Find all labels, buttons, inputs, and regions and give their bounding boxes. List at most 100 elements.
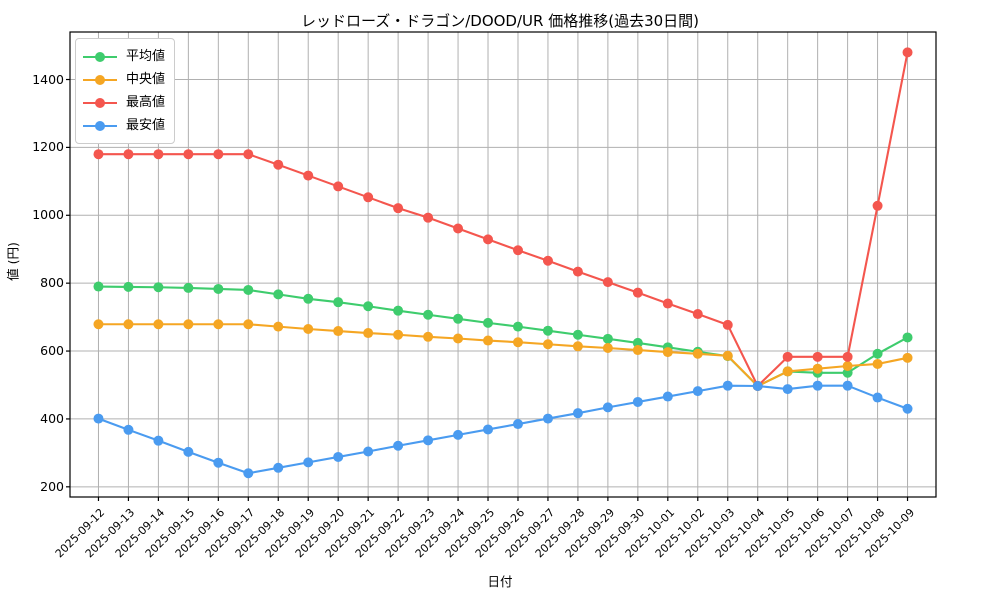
data-point — [632, 345, 643, 356]
data-point — [782, 366, 793, 377]
data-point — [123, 319, 134, 330]
data-point — [123, 424, 134, 435]
data-point — [93, 413, 104, 424]
legend-marker-icon — [83, 51, 117, 63]
data-point — [363, 446, 374, 457]
legend-label: 中央値 — [126, 72, 166, 87]
data-point — [512, 321, 523, 332]
data-point — [662, 298, 673, 309]
data-point — [363, 301, 374, 312]
data-point — [153, 435, 164, 446]
legend-label: 平均値 — [126, 49, 166, 64]
y-tick-label: 200 — [40, 478, 64, 494]
data-point — [453, 429, 464, 440]
data-point — [662, 347, 673, 358]
data-point — [153, 282, 164, 293]
data-point — [872, 392, 883, 403]
data-point — [303, 323, 314, 334]
y-tick-label: 1400 — [32, 71, 64, 87]
data-point — [602, 277, 613, 288]
data-point — [812, 351, 823, 362]
data-point — [243, 468, 254, 479]
data-point — [453, 223, 464, 234]
chart-title: レッドローズ・ドラゴン/DOOD/UR 価格推移(過去30日間) — [300, 12, 700, 30]
data-point — [483, 335, 494, 346]
data-point — [333, 297, 344, 308]
data-point — [542, 255, 553, 266]
data-point — [812, 363, 823, 374]
data-point — [722, 380, 733, 391]
data-point — [512, 419, 523, 430]
data-point — [363, 192, 374, 203]
data-point — [423, 435, 434, 446]
data-point — [902, 332, 913, 343]
data-point — [153, 319, 164, 330]
data-point — [303, 457, 314, 468]
data-point — [782, 351, 793, 362]
data-point — [483, 317, 494, 328]
legend-label: 最安値 — [126, 118, 166, 133]
data-point — [183, 446, 194, 457]
data-point — [602, 343, 613, 353]
data-point — [692, 348, 703, 359]
data-point — [183, 149, 194, 160]
data-point — [243, 149, 254, 160]
data-point — [93, 319, 104, 330]
data-point — [303, 170, 314, 181]
series-line-2 — [97, 51, 909, 388]
data-point — [842, 351, 853, 362]
data-point — [273, 289, 284, 300]
y-tick-label: 400 — [40, 410, 64, 426]
data-point — [213, 283, 224, 294]
data-point — [153, 149, 164, 160]
legend-item-3[interactable]: 最安値 — [83, 114, 165, 137]
data-point — [453, 333, 464, 344]
data-point — [602, 333, 613, 344]
axis-ticks — [66, 78, 909, 501]
series-line-1 — [97, 323, 909, 388]
y-tick-label: 1000 — [32, 207, 64, 223]
legend-label: 最高値 — [126, 95, 166, 110]
data-point — [722, 350, 733, 361]
data-point — [183, 319, 194, 330]
data-point — [572, 266, 583, 277]
data-point — [722, 319, 733, 330]
data-point — [393, 440, 404, 451]
data-point — [842, 380, 853, 391]
data-point — [662, 391, 673, 402]
chart-legend: 平均値中央値最高値最安値 — [75, 38, 176, 144]
legend-marker-icon — [83, 74, 117, 86]
y-tick-label: 600 — [40, 343, 64, 359]
data-point — [243, 319, 254, 330]
legend-item-2[interactable]: 最高値 — [83, 91, 165, 114]
data-point — [632, 396, 643, 407]
series-line-3 — [97, 384, 909, 475]
data-point — [363, 328, 374, 339]
data-series — [93, 47, 913, 479]
data-point — [572, 341, 583, 352]
y-tick-label: 1200 — [32, 139, 64, 155]
data-point — [333, 451, 344, 462]
data-point — [213, 149, 224, 160]
data-point — [632, 287, 643, 298]
plot-frame — [69, 31, 937, 498]
data-point — [213, 319, 224, 330]
data-point — [872, 200, 883, 211]
data-point — [572, 408, 583, 419]
data-point — [632, 337, 643, 348]
data-point — [423, 331, 434, 342]
data-point — [483, 424, 494, 435]
data-point — [423, 212, 434, 223]
data-point — [453, 313, 464, 324]
data-point — [273, 462, 284, 473]
data-point — [303, 293, 314, 304]
data-point — [483, 234, 494, 245]
data-point — [692, 386, 703, 397]
legend-item-1[interactable]: 中央値 — [83, 68, 165, 91]
legend-item-0[interactable]: 平均値 — [83, 45, 165, 68]
data-point — [872, 358, 883, 369]
data-point — [902, 403, 913, 414]
data-point — [423, 309, 434, 320]
